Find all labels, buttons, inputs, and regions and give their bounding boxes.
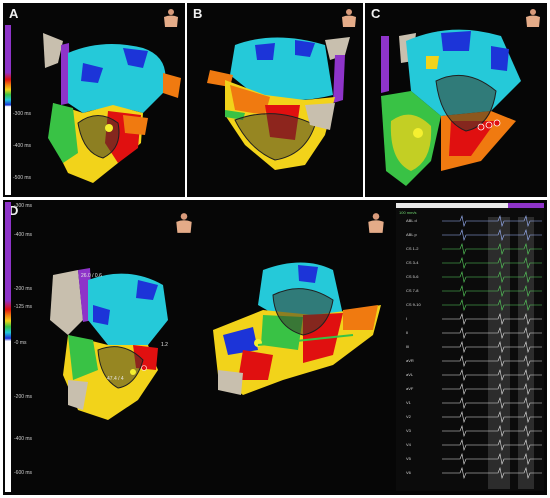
- egm-trace: [442, 397, 542, 409]
- egm-trace: [442, 369, 542, 381]
- sweep-speed-label: 100 mm/s: [399, 210, 417, 215]
- egm-trace: [442, 285, 542, 297]
- egm-trace: [442, 229, 542, 241]
- map-annotation: 1.2: [161, 342, 168, 348]
- torso-orientation-icon: [164, 9, 178, 27]
- egm-trace: [442, 411, 542, 423]
- scale-tick: -300 ms: [13, 111, 32, 117]
- egm-channel-label: CS 9-10: [406, 302, 421, 307]
- scale-tick: -400 ms: [13, 143, 32, 149]
- egm-trace: [442, 257, 542, 269]
- egm-channel-label: V1: [406, 400, 411, 405]
- egm-trace: [442, 341, 542, 353]
- activation-map-d-right: [213, 262, 381, 395]
- activation-time-scale: [5, 25, 11, 195]
- egm-channel-label: V2: [406, 414, 411, 419]
- activation-map-a: [43, 33, 181, 183]
- map-annotation: 26.0 / 0.6: [81, 273, 102, 279]
- scale-tick: -125 ms: [14, 304, 33, 310]
- egm-trace: [442, 425, 542, 437]
- egm-channel-label: CS 1-2: [406, 246, 419, 251]
- scale-tick: -200 ms: [14, 394, 33, 400]
- egm-trace: [442, 453, 542, 465]
- scale-tick: -0 ms: [14, 340, 27, 346]
- egm-channel-label: V4: [406, 442, 411, 447]
- egm-channel-label: ABL p: [406, 232, 417, 237]
- scale-tick: -600 ms: [14, 470, 33, 476]
- egm-channel-label: aVL: [406, 372, 414, 377]
- egm-trace: [442, 439, 542, 451]
- egm-window-highlight: [488, 217, 510, 489]
- torso-orientation-icon: [526, 9, 540, 27]
- panel-c: C: [365, 3, 547, 197]
- egm-channel-label: CS 3-4: [406, 260, 419, 265]
- torso-orientation-icon: [176, 213, 192, 233]
- scale-tick: -500 ms: [13, 175, 32, 181]
- egm-channel-label: aVR: [406, 358, 414, 363]
- electrogram-panel: 100 mm/s ABL d ABL p CS 1-2 CS 3-4 CS 5-6 CS …: [396, 203, 544, 491]
- scale-tick: -200 ms: [14, 286, 33, 292]
- egm-trace: [442, 243, 542, 255]
- egm-header-accent: [508, 203, 544, 208]
- activation-map-d-left: [50, 268, 168, 420]
- egm-trace: [442, 215, 542, 227]
- scale-tick: -400 ms: [14, 436, 33, 442]
- scale-tick: -400 ms: [14, 232, 33, 238]
- egm-channel-label: CS 5-6: [406, 274, 419, 279]
- panel-b-label: B: [193, 6, 203, 21]
- egm-trace: [442, 299, 542, 311]
- torso-orientation-icon: [368, 213, 384, 233]
- egm-channel-label: III: [406, 344, 410, 349]
- activation-time-scale: [5, 202, 11, 492]
- egm-trace: [442, 271, 542, 283]
- panel-a: A -300 ms -400 ms -500 ms: [3, 3, 185, 197]
- egm-channel-label: aVF: [406, 386, 414, 391]
- egm-trace: [442, 327, 542, 339]
- activation-map-c: [381, 29, 521, 186]
- egm-channel-label: V6: [406, 470, 411, 475]
- panel-d: D -300 ms -400 ms -200 ms -125 ms -0 ms …: [3, 200, 547, 495]
- egm-channel-label: ABL d: [406, 218, 417, 223]
- panel-d-label: D: [9, 203, 19, 218]
- panel-c-label: C: [371, 6, 381, 21]
- scale-tick: -300 ms: [14, 203, 33, 209]
- egm-channel-label: V5: [406, 456, 411, 461]
- egm-trace: [442, 313, 542, 325]
- map-annotation: 47.4 / 4: [107, 376, 124, 382]
- egm-channel-label: I: [406, 316, 408, 321]
- egm-channel-label: II: [406, 330, 409, 335]
- egm-channel-label: V3: [406, 428, 411, 433]
- panel-b: B: [187, 3, 363, 197]
- activation-map-b: [207, 37, 350, 170]
- egm-window-highlight: [518, 217, 534, 489]
- torso-orientation-icon: [342, 9, 356, 27]
- egm-header-bar: [396, 203, 544, 208]
- egm-channel-label: CS 7-8: [406, 288, 419, 293]
- egm-trace: [442, 383, 542, 395]
- egm-trace: [442, 355, 542, 367]
- panel-a-label: A: [9, 6, 19, 21]
- egm-trace: [442, 467, 542, 479]
